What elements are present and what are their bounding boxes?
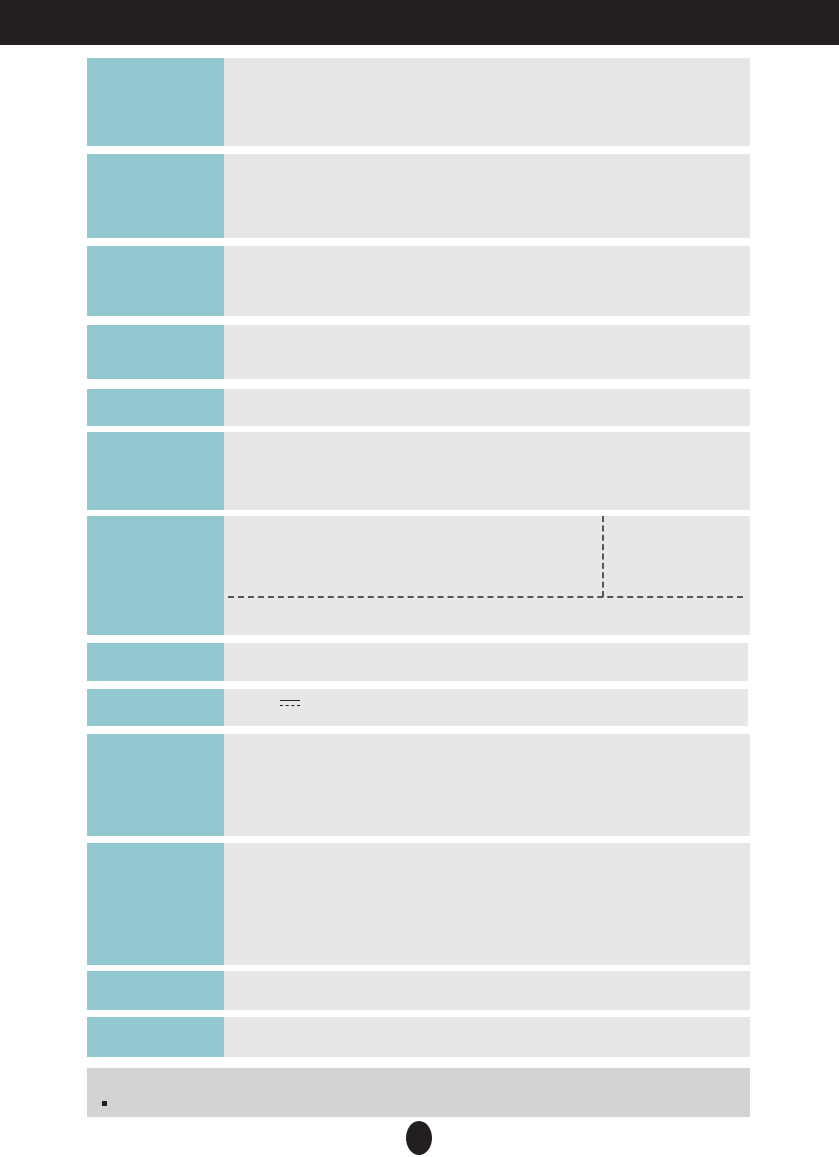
spec-label [87,843,224,965]
dashed-divider-vertical [602,516,604,597]
spec-label [87,1017,224,1057]
dashed-divider-horizontal [228,596,743,598]
spec-label [87,516,224,635]
spec-row [87,58,750,146]
spec-label [87,154,224,238]
note-box [87,1068,750,1117]
spec-value [224,643,748,681]
spec-label [87,246,224,316]
spec-label [87,734,224,836]
spec-value [224,689,748,726]
spec-label [87,971,224,1010]
spec-label [87,689,224,726]
spec-label [87,58,224,146]
spec-value [224,516,750,635]
spec-label [87,432,224,510]
spec-value [224,734,750,836]
spec-label [87,643,224,681]
spec-value [224,432,750,510]
dc-power-symbol-icon [280,700,300,707]
spec-label [87,389,224,426]
bullet-icon [102,1101,107,1106]
spec-value [224,971,750,1010]
spec-value [224,389,750,426]
spec-value [224,246,750,316]
spec-value [224,154,750,238]
spec-label [87,325,224,379]
spec-value [224,1017,750,1057]
page-number-badge [406,1121,432,1155]
spec-value [224,58,750,146]
page-header [0,0,839,45]
spec-value [224,325,750,379]
spec-value [224,843,750,965]
